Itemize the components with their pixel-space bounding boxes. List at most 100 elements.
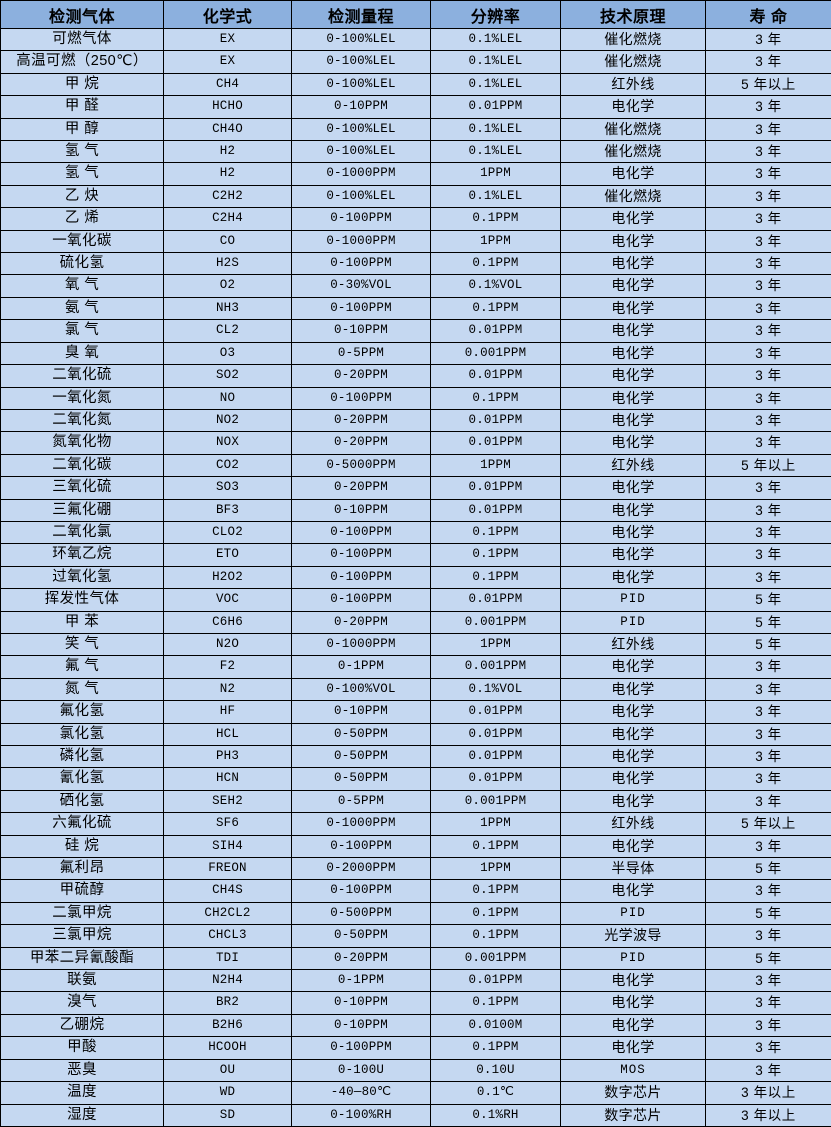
cell-chemical-formula: SF6: [164, 813, 292, 835]
cell-chemical-formula: EX: [164, 29, 292, 51]
cell-detection-range: 0-50PPM: [292, 925, 431, 947]
cell-chemical-formula: EX: [164, 51, 292, 73]
cell-resolution: 0.01PPM: [431, 723, 561, 745]
cell-technical-principle: 电化学: [561, 230, 706, 252]
cell-technical-principle: 电化学: [561, 1037, 706, 1059]
cell-detection-range: 0-2000PPM: [292, 858, 431, 880]
cell-service-life: 3 年: [706, 387, 831, 409]
cell-resolution: 0.01PPM: [431, 499, 561, 521]
cell-resolution: 0.1PPM: [431, 387, 561, 409]
cell-detection-range: 0-100PPM: [292, 566, 431, 588]
cell-service-life: 3 年以上: [706, 1104, 831, 1126]
cell-gas-name: 三氯甲烷: [1, 925, 164, 947]
cell-service-life: 3 年: [706, 253, 831, 275]
cell-gas-name: 甲 醇: [1, 118, 164, 140]
cell-chemical-formula: N2H4: [164, 970, 292, 992]
cell-gas-name: 氨 气: [1, 297, 164, 319]
cell-service-life: 3 年: [706, 790, 831, 812]
cell-chemical-formula: O3: [164, 342, 292, 364]
cell-resolution: 0.001PPM: [431, 947, 561, 969]
cell-gas-name: 氢 气: [1, 141, 164, 163]
cell-technical-principle: 电化学: [561, 432, 706, 454]
cell-service-life: 3 年: [706, 29, 831, 51]
cell-detection-range: 0-100U: [292, 1059, 431, 1081]
cell-technical-principle: 半导体: [561, 858, 706, 880]
cell-technical-principle: 催化燃烧: [561, 51, 706, 73]
cell-gas-name: 氟化氢: [1, 701, 164, 723]
cell-service-life: 5 年以上: [706, 73, 831, 95]
cell-technical-principle: 电化学: [561, 365, 706, 387]
cell-technical-principle: PID: [561, 589, 706, 611]
cell-service-life: 5 年: [706, 633, 831, 655]
column-header-gas-name: 检测气体: [1, 1, 164, 29]
cell-detection-range: 0-100%VOL: [292, 678, 431, 700]
cell-chemical-formula: HF: [164, 701, 292, 723]
cell-service-life: 3 年: [706, 656, 831, 678]
cell-technical-principle: 数字芯片: [561, 1104, 706, 1126]
cell-gas-name: 氯 气: [1, 320, 164, 342]
cell-chemical-formula: ETO: [164, 544, 292, 566]
cell-technical-principle: 数字芯片: [561, 1082, 706, 1104]
cell-chemical-formula: CLO2: [164, 521, 292, 543]
cell-chemical-formula: FREON: [164, 858, 292, 880]
cell-detection-range: 0-50PPM: [292, 723, 431, 745]
column-header-resolution: 分辨率: [431, 1, 561, 29]
cell-service-life: 3 年: [706, 477, 831, 499]
cell-chemical-formula: H2S: [164, 253, 292, 275]
cell-detection-range: 0-10PPM: [292, 992, 431, 1014]
cell-detection-range: 0-20PPM: [292, 365, 431, 387]
cell-detection-range: 0-10PPM: [292, 96, 431, 118]
cell-service-life: 5 年: [706, 902, 831, 924]
cell-resolution: 0.10U: [431, 1059, 561, 1081]
cell-chemical-formula: C2H2: [164, 185, 292, 207]
cell-detection-range: 0-100PPM: [292, 880, 431, 902]
cell-resolution: 0.0100M: [431, 1014, 561, 1036]
cell-service-life: 3 年: [706, 118, 831, 140]
cell-resolution: 0.01PPM: [431, 768, 561, 790]
cell-technical-principle: 电化学: [561, 768, 706, 790]
cell-gas-name: 二氧化氯: [1, 521, 164, 543]
cell-resolution: 1PPM: [431, 454, 561, 476]
cell-resolution: 0.1PPM: [431, 297, 561, 319]
cell-service-life: 5 年以上: [706, 454, 831, 476]
cell-service-life: 3 年: [706, 746, 831, 768]
cell-chemical-formula: HCOOH: [164, 1037, 292, 1059]
cell-resolution: 1PPM: [431, 163, 561, 185]
cell-service-life: 3 年: [706, 141, 831, 163]
cell-chemical-formula: BF3: [164, 499, 292, 521]
cell-gas-name: 溴气: [1, 992, 164, 1014]
cell-resolution: 0.01PPM: [431, 589, 561, 611]
cell-resolution: 0.1%LEL: [431, 51, 561, 73]
cell-detection-range: 0-20PPM: [292, 947, 431, 969]
cell-technical-principle: 电化学: [561, 521, 706, 543]
cell-chemical-formula: CH4S: [164, 880, 292, 902]
cell-service-life: 3 年: [706, 365, 831, 387]
cell-technical-principle: MOS: [561, 1059, 706, 1081]
cell-resolution: 1PPM: [431, 858, 561, 880]
cell-technical-principle: 红外线: [561, 454, 706, 476]
cell-detection-range: 0-20PPM: [292, 477, 431, 499]
cell-detection-range: 0-10PPM: [292, 320, 431, 342]
cell-technical-principle: 电化学: [561, 163, 706, 185]
cell-service-life: 3 年: [706, 566, 831, 588]
cell-detection-range: 0-100%RH: [292, 1104, 431, 1126]
cell-detection-range: 0-100%LEL: [292, 29, 431, 51]
cell-service-life: 3 年: [706, 521, 831, 543]
cell-service-life: 3 年以上: [706, 1082, 831, 1104]
cell-technical-principle: 电化学: [561, 320, 706, 342]
cell-detection-range: 0-1000PPM: [292, 230, 431, 252]
cell-detection-range: 0-1000PPM: [292, 813, 431, 835]
cell-technical-principle: 电化学: [561, 477, 706, 499]
